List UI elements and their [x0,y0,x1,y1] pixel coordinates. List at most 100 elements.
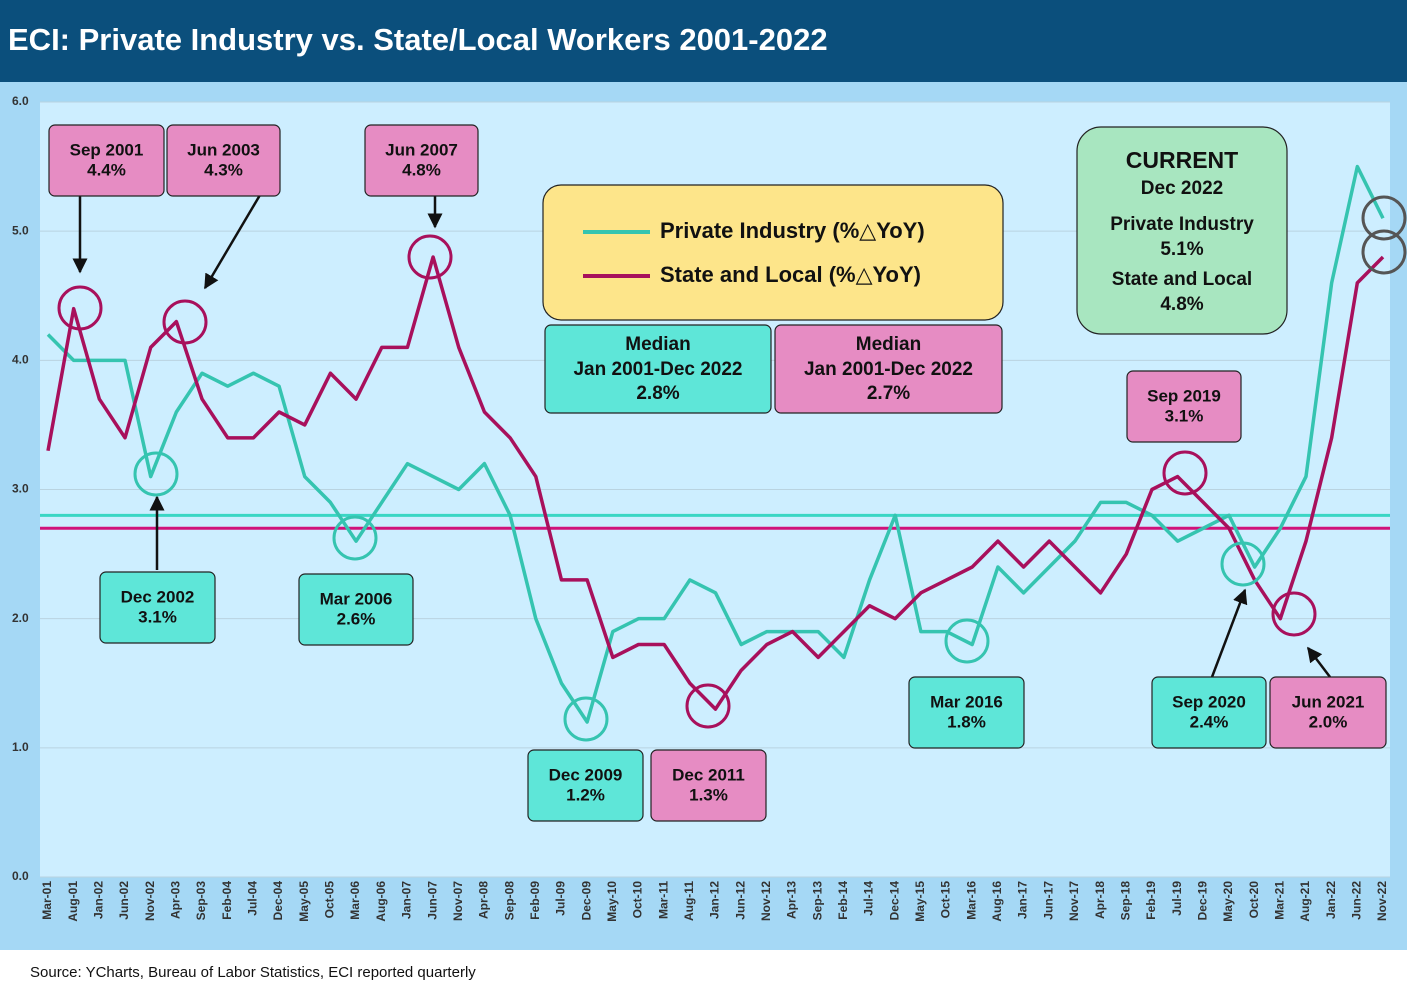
y-tick-label: 3.0 [12,482,29,496]
x-tick-label: Aug-01 [66,881,80,922]
highlight-circle [407,234,453,280]
annotation-text: 5.1% [1160,239,1203,260]
annotation-text: 4.8% [402,160,441,179]
annotation-text: 1.2% [566,785,605,804]
legend-label: State and Local (%△YoY) [660,262,921,287]
grid: 0.0 1.0 2.0 3.0 4.0 5.0 6.0 Mar-01 Aug-01 Jan-02 J… [12,94,1390,922]
arrow [1307,646,1331,678]
x-tick-label: Feb-04 [220,881,234,920]
x-tick-label: Oct-05 [323,881,337,919]
highlight-circles [57,195,1407,742]
annotation-box [298,573,414,646]
x-tick-label: Jan-22 [1324,881,1338,919]
x-tick-label: Apr-18 [1093,881,1107,919]
annotation-text: 2.8% [636,383,679,404]
annotation-text: Jun 2003 [187,140,260,159]
x-tick-label: Feb-19 [1144,881,1158,920]
annotation-text: 3.1% [1165,406,1204,425]
annotation-text: Sep 2019 [1147,386,1221,405]
x-tick-label: Nov-17 [1067,881,1081,921]
x-tick-label: Mar-16 [964,881,978,920]
highlight-circle [1361,229,1407,275]
x-tick-label: Dec-09 [579,881,593,921]
highlight-circle [1220,541,1266,587]
annotation-text: 2.6% [337,609,376,628]
x-tick-label: Sep-13 [810,881,824,921]
y-tick-label: 2.0 [12,611,29,625]
x-tick-label: Aug-06 [374,881,388,922]
series-line [46,255,1385,711]
x-tick-label: Jul-04 [246,881,260,916]
annotation-box [48,124,165,197]
x-tick-label: Oct-15 [939,881,953,919]
x-tick-label: May-10 [605,881,619,922]
annotation-box [544,324,772,414]
x-tick-label: Jun-17 [1041,881,1055,920]
x-tick-label: Nov-02 [143,881,157,921]
annotation-text: 2.0% [1309,712,1348,731]
y-tick-label: 6.0 [12,94,29,108]
highlight-circle [1162,450,1208,496]
source-note: Source: YCharts, Bureau of Labor Statist… [30,964,476,981]
annotation-text: 3.1% [138,607,177,626]
x-tick-label: Jun-02 [117,881,131,920]
annotation-text: 4.8% [1160,294,1203,315]
annotation-text: Dec 2002 [121,587,195,606]
x-tick-label: Mar-06 [348,881,362,920]
chart-title: ECI: Private Industry vs. State/Local Wo… [8,22,828,57]
annotation-box [908,676,1025,749]
annotation-text: Median [856,334,921,355]
annotation-box [99,571,216,644]
x-tick-label: Jan-07 [400,881,414,919]
x-tick-label: May-20 [1221,881,1235,922]
series-line [46,164,1385,724]
annotation-text: Dec 2011 [672,765,745,784]
x-tick-label: Mar-01 [40,881,54,920]
annotation-box [166,124,281,197]
x-tick-label: Nov-07 [451,881,465,921]
x-tick-label: May-15 [913,881,927,922]
header [0,0,1407,82]
x-tick-label: Oct-20 [1247,881,1261,919]
highlight-circle [685,683,731,729]
x-tick-label: Oct-10 [631,881,645,919]
annotation-text: Sep 2001 [70,140,144,159]
x-tick-label: Jun-12 [733,881,747,920]
x-tick-label: Mar-11 [656,881,670,919]
annotation-box [1151,676,1267,749]
x-tick-label: Aug-21 [1298,881,1312,922]
annotation-box [774,324,1003,414]
x-tick-label: Dec-14 [887,881,901,921]
annotation-box [1076,126,1288,335]
x-tick-label: Feb-14 [836,881,850,920]
annotation-text: Median [625,334,690,355]
x-tick-label: Dec-19 [1195,881,1209,921]
x-tick-label: Mar-21 [1272,881,1286,920]
annotation-text: Mar 2006 [320,589,393,608]
annotation-text: 2.4% [1190,712,1229,731]
annotation-text: Jun 2007 [385,140,458,159]
x-tick-label: Jan-02 [92,881,106,919]
arrow [1210,588,1248,678]
y-tick-label: 4.0 [12,353,29,367]
annotation-text: Private Industry [1110,214,1254,235]
x-tick-label: Dec-04 [271,881,285,921]
annotation-text: Dec 2009 [549,765,623,784]
annotation-text: 2.7% [867,383,910,404]
highlight-circle [332,515,378,561]
legend-box [542,184,1004,321]
x-tick-label: Nov-22 [1375,881,1389,921]
annotation-text: 4.4% [87,160,126,179]
annotation-box [527,749,644,822]
annotation-text: 4.3% [204,160,243,179]
annotation-text: State and Local [1112,269,1252,290]
x-tick-label: Apr-08 [477,881,491,919]
x-tick-label: Jun-22 [1349,881,1363,920]
highlight-circle [162,299,208,345]
lines [40,164,1390,724]
x-tick-label: Jul-14 [862,881,876,916]
annotation-text: Mar 2016 [930,692,1003,711]
annotation-text: Jun 2021 [1292,692,1365,711]
highlight-circle [57,285,103,331]
